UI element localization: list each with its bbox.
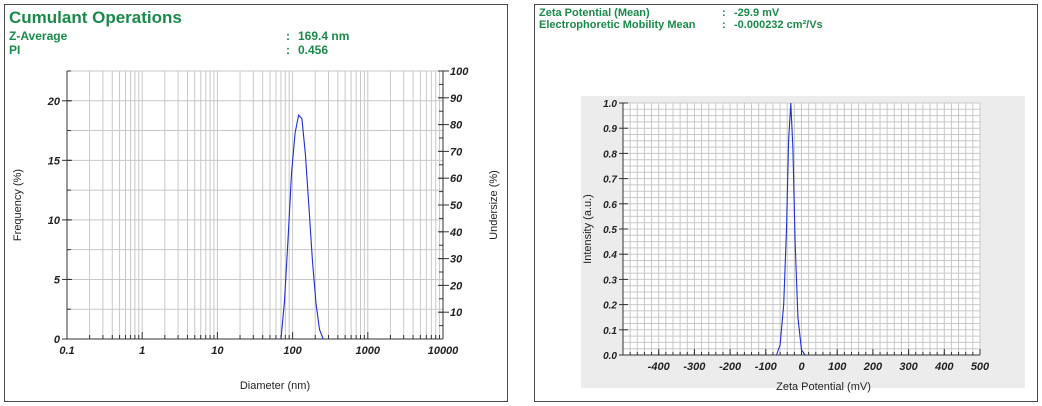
x-tick-label: 0 <box>798 361 805 373</box>
x-tick-label: 300 <box>899 361 918 373</box>
x-axis-label: Diameter (nm) <box>240 380 310 392</box>
mobility-sep: : <box>722 19 726 31</box>
x-tick-label: -300 <box>683 361 706 373</box>
mobility-label: Electrophoretic Mobility Mean <box>539 19 696 31</box>
y-tick-label: 0.9 <box>603 124 617 135</box>
size-distribution-panel: Cumulant Operations Z-Average : 169.4 nm… <box>4 4 508 402</box>
x-axis-label: Zeta Potential (mV) <box>776 381 871 393</box>
y-tick-label: 0.6 <box>603 200 617 211</box>
x-tick-label: 0.1 <box>59 345 74 357</box>
x-tick-label: 200 <box>863 361 883 373</box>
y-axis-label: Frequency (%) <box>12 169 24 241</box>
mobility-value: -0.000232 cm²/Vs <box>734 19 823 31</box>
y2-tick-label: 90 <box>450 93 463 105</box>
zeta-mean-label: Zeta Potential (Mean) <box>539 7 650 19</box>
y-tick-label: 0.4 <box>603 250 617 261</box>
y2-tick-label: 50 <box>450 200 463 212</box>
x-tick-label: 10 <box>211 345 224 357</box>
y-tick-label: 5 <box>54 274 61 286</box>
y2-tick-label: 100 <box>450 66 469 78</box>
x-tick-label: 10000 <box>428 345 459 357</box>
z-average-label: Z-Average <box>9 29 68 43</box>
y2-tick-label: 60 <box>450 173 463 185</box>
y-tick-label: 0.5 <box>603 225 617 236</box>
y-axis-label: Intensity (a.u.) <box>582 194 594 264</box>
zeta-potential-chart: -400 -300 -200 -100 0 100 200 300 400 500 0.0 0.1 0.… <box>581 96 1025 393</box>
x-tick-label: 1000 <box>356 345 381 357</box>
x-tick-label: 100 <box>828 361 847 373</box>
pi-label: PI <box>9 43 21 57</box>
zeta-mean-sep: : <box>722 7 726 19</box>
x-tick-label: 400 <box>934 361 954 373</box>
y2-tick-label: 70 <box>450 146 463 158</box>
x-tick-label: -100 <box>755 361 778 373</box>
y2-tick-label: 10 <box>450 307 463 319</box>
pi-value: 0.456 <box>298 43 329 57</box>
y2-tick-label: 40 <box>449 227 463 239</box>
plot-area <box>67 71 443 339</box>
x-tick-label: -200 <box>719 361 742 373</box>
y-tick-label: 15 <box>48 155 61 167</box>
y2-tick-label: 80 <box>450 120 463 132</box>
zeta-mean-value: -29.9 mV <box>734 7 780 19</box>
y-tick-label: 10 <box>48 215 61 227</box>
y-tick-label: 0.7 <box>603 175 617 186</box>
y-tick-label: 0.3 <box>603 275 617 286</box>
y-tick-label: 1.0 <box>603 99 617 110</box>
x-tick-label: 1 <box>139 345 145 357</box>
y-tick-label: 0.1 <box>603 326 617 337</box>
y-tick-label: 0.2 <box>603 301 617 312</box>
y-tick-label: 0.8 <box>603 149 617 160</box>
size-distribution-chart: 0.1 1 10 100 1000 10000 0 5 10 15 20 10 20 30 40 50 60 70… <box>12 66 500 392</box>
y-tick-label: 0 <box>54 334 61 346</box>
zeta-potential-panel: Zeta Potential (Mean) : -29.9 mV Electro… <box>534 4 1038 402</box>
z-average-sep: : <box>286 29 290 43</box>
x-tick-label: -400 <box>648 361 671 373</box>
series-line-0 <box>280 113 324 340</box>
y-tick-label: 0.0 <box>603 351 617 362</box>
panel-title: Cumulant Operations <box>9 8 182 27</box>
x-tick-label: 500 <box>971 361 990 373</box>
series-line-0 <box>775 102 806 356</box>
y2-axis-label: Undersize (%) <box>488 170 500 240</box>
y2-tick-label: 20 <box>449 280 463 292</box>
pi-sep: : <box>286 43 290 57</box>
z-average-value: 169.4 nm <box>298 29 350 43</box>
y2-tick-label: 30 <box>450 254 463 266</box>
x-tick-label: 100 <box>283 345 302 357</box>
y-tick-label: 20 <box>47 96 61 108</box>
